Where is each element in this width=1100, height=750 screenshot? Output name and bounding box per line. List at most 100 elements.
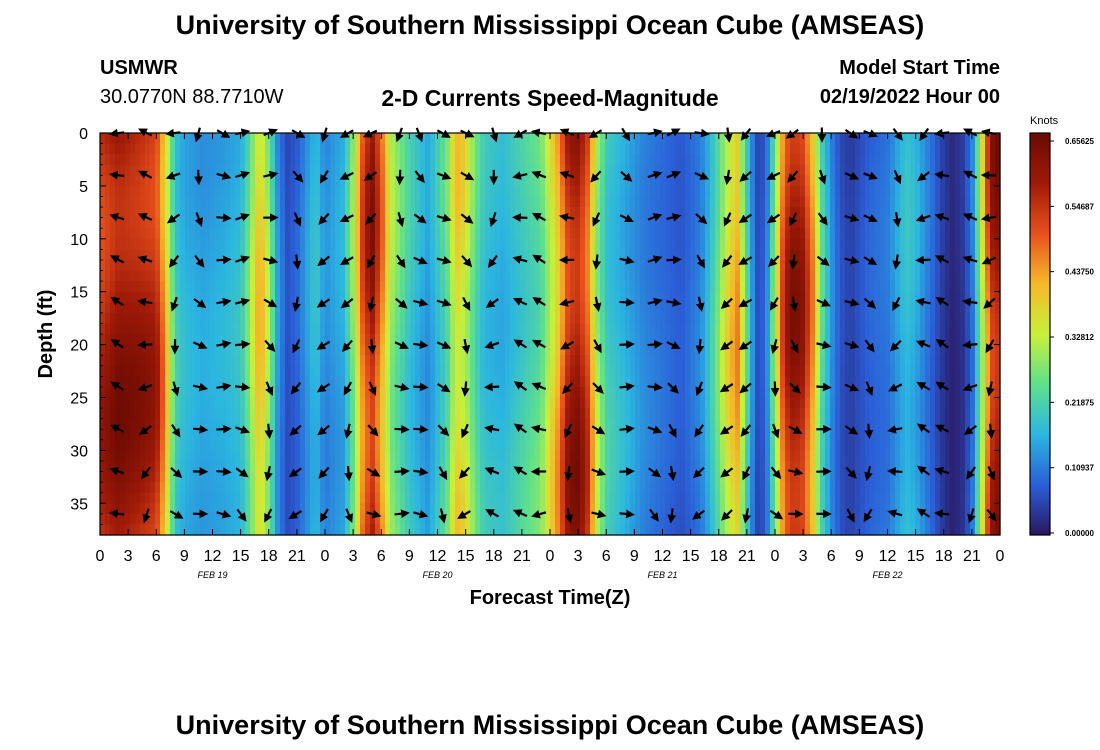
heatmap-cell (460, 207, 466, 219)
heatmap-cell (415, 302, 421, 314)
heatmap-cell (510, 450, 516, 462)
heatmap-cell (305, 386, 311, 399)
heatmap-cell (470, 365, 476, 377)
heatmap-cell (435, 503, 441, 515)
heatmap-cell (125, 164, 131, 176)
heatmap-cell (680, 482, 686, 494)
heatmap-cell (520, 513, 526, 526)
heatmap-cell (235, 133, 241, 145)
heatmap-cell (135, 302, 141, 314)
heatmap-cell (335, 164, 341, 176)
heatmap-cell (630, 133, 636, 145)
heatmap-cell (590, 524, 596, 536)
heatmap-cell (190, 355, 196, 367)
heatmap-cell (555, 133, 561, 145)
heatmap-cell (340, 492, 346, 504)
heatmap-cell (545, 482, 551, 494)
heatmap-cell (255, 238, 261, 250)
heatmap-cell (395, 291, 401, 303)
heatmap-cell (140, 154, 146, 166)
heatmap-cell (695, 312, 701, 325)
heatmap-cell (385, 281, 391, 293)
heatmap-cell (650, 365, 656, 377)
heatmap-cell (600, 344, 606, 356)
heatmap-cell (350, 323, 356, 335)
heatmap-cell (400, 513, 406, 526)
heatmap-cell (595, 228, 601, 240)
heatmap-cell (480, 154, 486, 166)
heatmap-cell (710, 154, 716, 166)
heatmap-cell (520, 228, 526, 240)
heatmap-cell (565, 302, 571, 314)
heatmap-cell (400, 249, 406, 261)
heatmap-cell (395, 228, 401, 240)
heatmap-cell (545, 281, 551, 293)
heatmap-cell (250, 281, 256, 293)
heatmap-cell (140, 281, 146, 293)
heatmap-cell (600, 164, 606, 176)
heatmap-cell (740, 281, 746, 293)
heatmap-cell (360, 259, 366, 272)
heatmap-cell (750, 238, 756, 250)
heatmap-cell (615, 355, 621, 367)
heatmap-cell (535, 513, 541, 526)
heatmap-cell (390, 492, 396, 504)
heatmap-cell (520, 207, 526, 219)
heatmap-cell (185, 302, 191, 314)
heatmap-cell (235, 302, 241, 314)
heatmap-cell (190, 259, 196, 272)
heatmap-cell (140, 217, 146, 229)
heatmap-cell (650, 460, 656, 473)
heatmap-cell (340, 238, 346, 250)
heatmap-cell (660, 196, 666, 208)
heatmap-cell (375, 386, 381, 399)
heatmap-cell (700, 133, 706, 145)
heatmap-cell (210, 386, 216, 399)
heatmap-cell (630, 418, 636, 430)
heatmap-cell (590, 228, 596, 240)
heatmap-cell (550, 503, 556, 515)
heatmap-cell (520, 471, 526, 483)
heatmap-cell (105, 429, 111, 441)
heatmap-cell (690, 524, 696, 536)
heatmap-cell (165, 429, 171, 441)
heatmap-cell (730, 323, 736, 335)
heatmap-cell (575, 185, 581, 198)
heatmap-cell (465, 460, 471, 473)
heatmap-cell (380, 524, 386, 536)
heatmap-cell (275, 154, 281, 166)
heatmap-cell (610, 471, 616, 483)
heatmap-cell (165, 450, 171, 462)
heatmap-cell (475, 397, 481, 409)
heatmap-cell (400, 185, 406, 198)
heatmap-cell (490, 376, 496, 388)
heatmap-cell (295, 207, 301, 219)
heatmap-cell (690, 175, 696, 187)
heatmap-cell (540, 259, 546, 272)
heatmap-cell (705, 164, 711, 176)
heatmap-cell (670, 460, 676, 473)
heatmap-cell (475, 439, 481, 451)
heatmap-cell (385, 376, 391, 388)
heatmap-cell (735, 460, 741, 473)
heatmap-cell (125, 154, 131, 166)
heatmap-cell (485, 503, 491, 515)
heatmap-cell (380, 196, 386, 208)
heatmap-cell (415, 334, 421, 346)
heatmap-cell (540, 429, 546, 441)
heatmap-cell (540, 334, 546, 346)
heatmap-cell (745, 154, 751, 166)
heatmap-cell (375, 450, 381, 462)
heatmap-cell (575, 302, 581, 314)
heatmap-cell (120, 185, 126, 198)
heatmap-cell (720, 334, 726, 346)
heatmap-cell (715, 249, 721, 261)
heatmap-cell (190, 175, 196, 187)
heatmap-cell (285, 355, 291, 367)
heatmap-cell (340, 196, 346, 208)
heatmap-cell (740, 376, 746, 388)
heatmap-cell (710, 524, 716, 536)
heatmap-cell (565, 196, 571, 208)
heatmap-cell (700, 196, 706, 208)
heatmap-cell (525, 524, 531, 536)
